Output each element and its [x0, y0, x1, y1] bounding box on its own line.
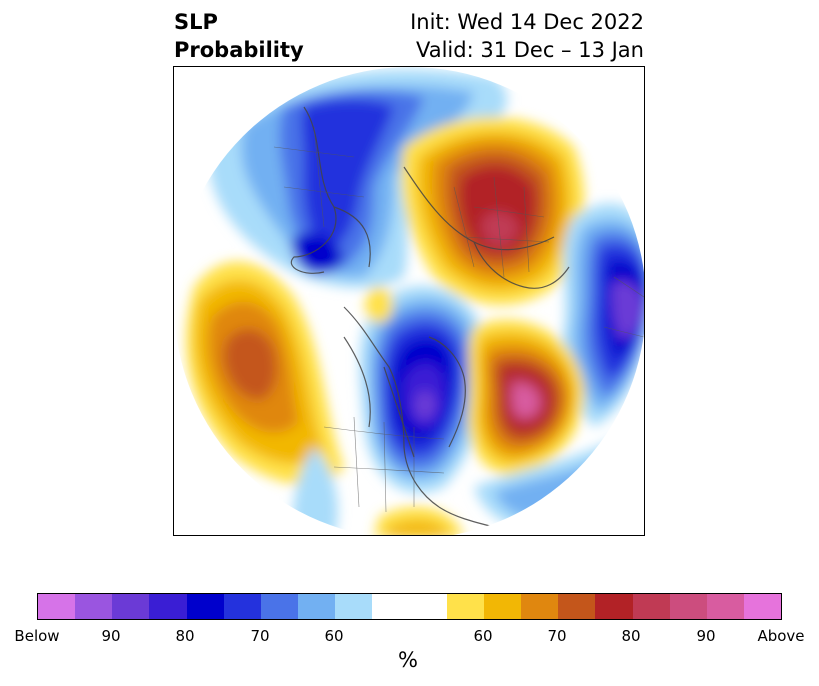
colorbar-segment — [223, 594, 261, 619]
coastlines — [290, 106, 570, 528]
title-right: Init: Wed 14 Dec 2022 Valid: 31 Dec – 13… — [410, 8, 644, 64]
title-variable: SLP — [174, 10, 218, 34]
colorbar-segment — [669, 594, 707, 619]
colorbar-segment — [372, 594, 410, 619]
borders — [273, 126, 644, 513]
colorbar-segment — [112, 594, 150, 619]
colorbar-segment — [149, 594, 187, 619]
colorbar-tick-label: 80 — [175, 627, 195, 645]
colorbar-segment — [38, 594, 76, 619]
colorbar-segment — [632, 594, 670, 619]
colorbar-tick-label: 80 — [621, 627, 641, 645]
colorbar-segment — [409, 594, 447, 619]
colorbar-tick-label: 70 — [250, 627, 270, 645]
colorbar-segment — [558, 594, 596, 619]
colorbar-segment — [706, 594, 744, 619]
colorbar-segment — [335, 594, 373, 619]
colorbar-segment — [186, 594, 224, 619]
colorbar-tick-label: 60 — [473, 627, 493, 645]
map-panel — [173, 66, 645, 536]
colorbar-segment — [260, 594, 299, 619]
colorbar-segment — [446, 594, 484, 619]
colorbar-segment — [75, 594, 113, 619]
probability-field — [174, 67, 644, 535]
colorbar-unit-label: % — [398, 648, 418, 672]
colorbar-segment — [595, 594, 633, 619]
colorbar-tick-label: Above — [757, 627, 805, 645]
polar-map — [174, 67, 644, 535]
valid-range: Valid: 31 Dec – 13 Jan — [415, 38, 644, 62]
title-left: SLP Probability — [174, 8, 304, 64]
colorbar — [37, 593, 782, 620]
colorbar-segment — [743, 594, 782, 619]
colorbar-segment — [483, 594, 522, 619]
colorbar-segment — [521, 594, 559, 619]
colorbar-tick-label: 90 — [101, 627, 121, 645]
title-product: Probability — [174, 38, 304, 62]
colorbar-tick-label: Below — [14, 627, 60, 645]
colorbar-segment — [298, 594, 336, 619]
init-date: Init: Wed 14 Dec 2022 — [410, 10, 644, 34]
colorbar-tick-label: 70 — [547, 627, 567, 645]
colorbar-tick-label: 90 — [696, 627, 716, 645]
colorbar-tick-label: 60 — [324, 627, 344, 645]
